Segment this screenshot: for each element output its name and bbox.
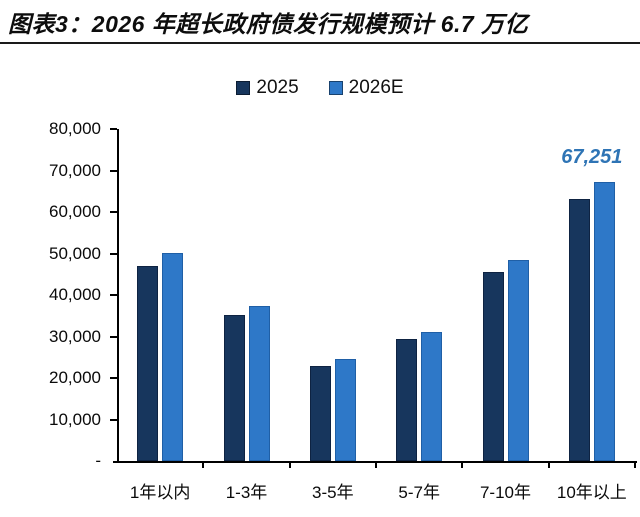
y-axis-line [117,129,119,463]
title-divider [0,42,640,44]
bar-2026E-1-3年 [249,306,270,461]
bar-2025-1年以内 [137,266,158,461]
chart-title: 图表3：2026 年超长政府债发行规模预计 6.7 万亿 [8,11,529,37]
x-category-label: 3-5年 [312,483,354,502]
x-tick [547,461,550,468]
y-tick-label: 30,000 [49,326,101,346]
y-tick-label: 50,000 [49,243,101,263]
y-tick-label: 20,000 [49,368,101,387]
y-tick [110,169,117,172]
x-tick [634,461,636,468]
legend-swatch-2026e [328,81,343,95]
x-category-label: 1-3年 [225,483,268,502]
y-tick-label: 80,000 [49,119,101,138]
legend-label-2025: 2025 [256,77,299,98]
chart-legend: 2025 2026E [0,77,640,99]
y-tick [110,377,117,379]
y-tick [110,335,117,338]
bar-2025-5-7年 [396,339,417,461]
data-label-67251: 67,251 [561,145,623,168]
y-tick [110,252,117,255]
y-tick-label: 40,000 [49,285,101,304]
y-tick [110,211,117,213]
x-tick [461,461,464,468]
x-tick [375,461,377,468]
y-tick-label: 60,000 [49,202,101,221]
legend-item-2026e: 2026E [328,77,404,99]
bar-2026E-10年以上 [594,182,615,461]
bar-2026E-7-10年 [508,260,529,461]
x-tick [202,461,205,468]
x-category-label: 7-10年 [479,483,531,502]
legend-label-2026e: 2026E [348,77,404,98]
bar-2025-1-3年 [224,315,245,461]
x-category-label: 1年以内 [129,483,191,502]
bar-2026E-3-5年 [335,359,356,461]
bar-2026E-1年以内 [162,253,183,461]
bar-2025-7-10年 [483,272,504,461]
bar-2026E-5-7年 [421,332,442,461]
legend-item-2025: 2025 [236,77,299,99]
y-tick-label: 70,000 [49,160,101,180]
y-tick-label: 10,000 [49,409,101,429]
bar-2025-10年以上 [569,199,590,461]
legend-swatch-2025 [236,81,251,95]
x-category-label: 10年以上 [556,483,627,502]
bar-2025-3-5年 [310,366,331,461]
y-tick [110,418,117,421]
x-category-label: 5-7年 [398,483,440,502]
y-tick-label: - [95,451,101,470]
y-tick [110,294,117,296]
y-tick [110,128,117,130]
x-tick [288,461,291,468]
